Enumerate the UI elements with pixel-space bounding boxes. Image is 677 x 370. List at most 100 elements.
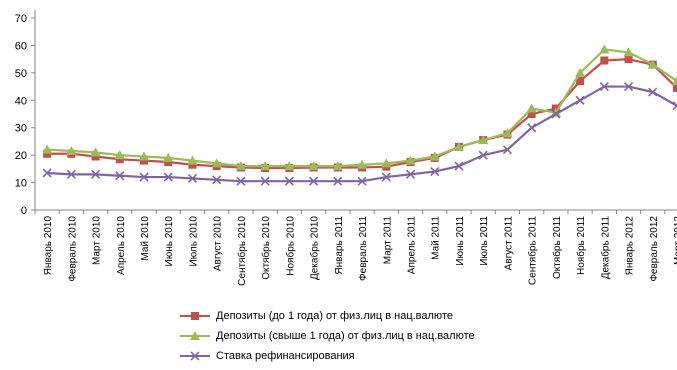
data-point-square: [188, 160, 197, 169]
data-point-triangle: [575, 67, 586, 77]
data-point-triangle: [381, 158, 392, 168]
x-tick-label: Октябрь 2010: [260, 216, 272, 280]
data-point-x: [42, 168, 52, 178]
x-tick-label: Август 2010: [213, 216, 224, 272]
y-tick-label: 60: [15, 40, 27, 52]
data-point-square: [43, 149, 52, 158]
x-tick-label: Ноябрь 2010: [284, 216, 296, 276]
y-tick-label: 30: [15, 123, 27, 135]
x-tick-label: Сентябрь 2010: [236, 216, 248, 286]
data-point-x: [115, 171, 125, 181]
data-point-triangle: [453, 141, 464, 151]
legend-label: Депозиты (до 1 года) от физ.лиц в нац.ва…: [216, 310, 453, 322]
data-point-x: [599, 82, 609, 92]
data-point-triangle: [139, 151, 150, 161]
x-tick-label: Май 2010: [140, 216, 151, 261]
x-tick-label: Июль 2010: [188, 216, 199, 267]
x-tick-label: Март 2011: [382, 216, 393, 265]
data-point-triangle: [187, 155, 198, 165]
x-tick-label: Август 2011: [503, 216, 514, 271]
legend-item-deposits-short: Депозиты (до 1 года) от физ.лиц в нац.ва…: [180, 306, 475, 326]
data-point-square: [91, 152, 100, 161]
y-tick-label: 20: [15, 150, 27, 162]
y-tick-label: 10: [15, 178, 27, 190]
x-tick-label: Март 2012: [673, 216, 677, 265]
data-point-x: [648, 87, 658, 97]
data-point-x: [260, 176, 270, 186]
data-point-x: [236, 176, 246, 186]
data-point-triangle: [647, 59, 658, 69]
data-point-triangle: [478, 135, 489, 145]
x-tick-label: Октябрь 2011: [551, 216, 563, 279]
data-point-triangle: [332, 161, 343, 171]
data-point-x: [212, 175, 222, 185]
data-point-square: [140, 156, 149, 165]
y-tick-label: 40: [15, 95, 27, 107]
data-point-square: [527, 110, 536, 118]
data-point-x: [333, 176, 343, 186]
x-tick-label: Декабрь 2010: [309, 216, 321, 280]
y-tick-label: 50: [15, 68, 27, 80]
data-point-x: [163, 172, 173, 182]
data-point-triangle: [284, 161, 295, 171]
x-tick-label: Июнь 2010: [164, 216, 175, 267]
data-point-triangle: [405, 155, 416, 165]
data-point-square: [673, 83, 677, 92]
data-point-triangle: [429, 151, 440, 161]
x-tick-label: Февраль 2011: [358, 216, 369, 281]
x-tick-label: Февраль 2010: [67, 216, 78, 282]
legend-item-deposits-long: Депозиты (свыше 1 года) от физ.лиц в нац…: [180, 326, 475, 346]
data-point-x: [139, 172, 149, 182]
legend-label: Депозиты (свыше 1 года) от физ.лиц в нац…: [216, 330, 475, 342]
data-point-triangle: [163, 152, 174, 162]
series-line: [47, 48, 677, 168]
data-point-triangle: [211, 158, 222, 168]
data-point-x: [381, 172, 391, 182]
x-tick-label: Сентябрь 2011: [527, 216, 539, 286]
x-tick-label: Февраль 2012: [649, 216, 660, 282]
data-point-x: [551, 109, 561, 119]
data-point-triangle: [42, 144, 53, 154]
data-point-triangle: [623, 47, 634, 57]
legend-swatch-red-square: [180, 310, 210, 322]
x-tick-label: Май 2011: [431, 216, 442, 260]
x-tick-label: Апрель 2010: [116, 216, 127, 275]
x-tick-label: Январь 2011: [334, 216, 345, 275]
legend-swatch-green-triangle: [180, 330, 210, 342]
data-point-triangle: [90, 147, 101, 157]
data-point-square: [600, 56, 609, 65]
data-point-square: [164, 158, 173, 166]
data-point-triangle: [526, 103, 537, 113]
data-point-triangle: [502, 128, 513, 138]
legend: Депозиты (до 1 года) от физ.лиц в нац.ва…: [180, 306, 475, 366]
legend-swatch-purple-x: [180, 350, 210, 362]
x-tick-label: Январь 2010: [43, 216, 54, 276]
x-tick-label: Ноябрь 2011: [575, 216, 587, 275]
x-tick-label: Июнь 2011: [455, 216, 466, 266]
data-point-triangle: [672, 76, 677, 86]
data-point-x: [623, 82, 634, 92]
data-point-x: [405, 169, 416, 179]
legend-item-refinancing-rate: Ставка рефинансирования: [180, 346, 475, 366]
data-point-x: [527, 123, 537, 133]
data-point-x: [430, 167, 440, 177]
data-point-triangle: [235, 161, 246, 171]
data-point-x: [454, 161, 464, 171]
data-point-x: [309, 176, 319, 186]
y-tick-label: 70: [15, 13, 27, 25]
legend-label: Ставка рефинансирования: [216, 350, 355, 362]
data-point-x: [672, 101, 677, 111]
data-point-triangle: [357, 159, 368, 169]
data-point-x: [478, 150, 488, 160]
data-point-x: [187, 173, 198, 184]
data-point-x: [66, 169, 76, 179]
data-point-triangle: [260, 161, 271, 171]
data-point-square: [576, 77, 585, 86]
data-point-square: [115, 155, 124, 164]
data-point-x: [91, 169, 101, 179]
x-tick-label: Март 2010: [92, 216, 103, 265]
x-tick-label: Декабрь 2011: [599, 216, 611, 280]
x-tick-label: Июль 2011: [479, 216, 490, 266]
